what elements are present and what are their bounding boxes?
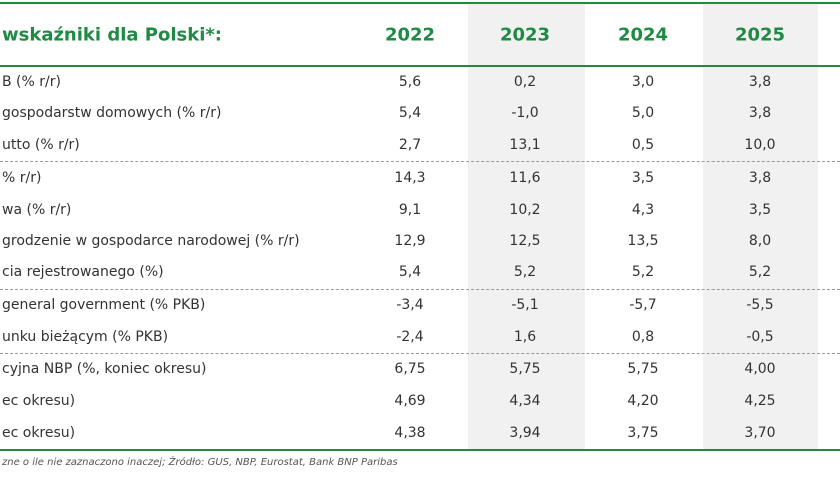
value-cell: 4,69 [394, 393, 426, 409]
value-cell: 5,2 [748, 264, 772, 280]
value-cell: 0,2 [513, 74, 537, 90]
column-shade [468, 4, 585, 449]
row-label: grodzenie w gospodarce narodowej (% r/r) [2, 233, 300, 249]
value-cell: 13,1 [509, 137, 541, 153]
value-cell: -2,4 [396, 329, 424, 345]
value-cell: -5,5 [746, 297, 774, 313]
value-cell: 3,8 [748, 105, 772, 121]
value-cell: 1,6 [513, 329, 537, 345]
row-label: % r/r) [2, 170, 42, 186]
value-cell: 3,94 [509, 425, 541, 441]
value-cell: 2,7 [398, 137, 422, 153]
row-label: unku bieżącym (% PKB) [2, 329, 169, 345]
row-label: B (% r/r) [2, 74, 61, 90]
value-cell: 3,0 [631, 74, 655, 90]
top-rule [0, 2, 840, 4]
row-label: cyjna NBP (%, koniec okresu) [2, 361, 207, 377]
value-cell: 3,5 [631, 170, 655, 186]
value-cell: 10,0 [744, 137, 776, 153]
value-cell: 5,75 [627, 361, 659, 377]
value-cell: 3,75 [627, 425, 659, 441]
value-cell: 13,5 [627, 233, 659, 249]
value-cell: 4,00 [744, 361, 776, 377]
value-cell: -5,1 [511, 297, 539, 313]
value-cell: 4,3 [631, 202, 655, 218]
table-title: wskaźniki dla Polski*: [2, 24, 222, 46]
value-cell: 0,5 [631, 137, 655, 153]
value-cell: 5,2 [631, 264, 655, 280]
value-cell: 3,5 [748, 202, 772, 218]
row-label: ec okresu) [2, 393, 76, 409]
value-cell: 4,38 [394, 425, 426, 441]
year-header: 2022 [384, 24, 436, 46]
footnote: zne o ile nie zaznaczono inaczej; Źródło… [2, 457, 398, 468]
value-cell: -3,4 [396, 297, 424, 313]
value-cell: 6,75 [394, 361, 426, 377]
group-separator [0, 289, 840, 290]
group-separator [0, 161, 840, 162]
value-cell: 5,6 [398, 74, 422, 90]
value-cell: 8,0 [748, 233, 772, 249]
value-cell: 3,70 [744, 425, 776, 441]
row-label: utto (% r/r) [2, 137, 80, 153]
value-cell: 5,4 [398, 264, 422, 280]
group-separator [0, 353, 840, 354]
header-rule [0, 65, 840, 67]
year-header: 2023 [499, 24, 551, 46]
column-shade [703, 4, 818, 449]
bottom-rule [0, 449, 840, 451]
value-cell: 3,8 [748, 170, 772, 186]
year-header: 2025 [734, 24, 786, 46]
value-cell: 14,3 [394, 170, 426, 186]
value-cell: 5,2 [513, 264, 537, 280]
value-cell: 11,6 [509, 170, 541, 186]
value-cell: 5,0 [631, 105, 655, 121]
value-cell: 5,4 [398, 105, 422, 121]
value-cell: -0,5 [746, 329, 774, 345]
value-cell: 4,20 [627, 393, 659, 409]
value-cell: -5,7 [629, 297, 657, 313]
value-cell: 12,9 [394, 233, 426, 249]
row-label: wa (% r/r) [2, 202, 72, 218]
row-label: gospodarstw domowych (% r/r) [2, 105, 222, 121]
value-cell: -1,0 [511, 105, 539, 121]
value-cell: 9,1 [398, 202, 422, 218]
row-label: general government (% PKB) [2, 297, 206, 313]
value-cell: 3,8 [748, 74, 772, 90]
value-cell: 0,8 [631, 329, 655, 345]
value-cell: 5,75 [509, 361, 541, 377]
row-label: ec okresu) [2, 425, 76, 441]
value-cell: 12,5 [509, 233, 541, 249]
value-cell: 10,2 [509, 202, 541, 218]
year-header: 2024 [617, 24, 669, 46]
value-cell: 4,34 [509, 393, 541, 409]
row-label: cia rejestrowanego (%) [2, 264, 164, 280]
value-cell: 4,25 [744, 393, 776, 409]
